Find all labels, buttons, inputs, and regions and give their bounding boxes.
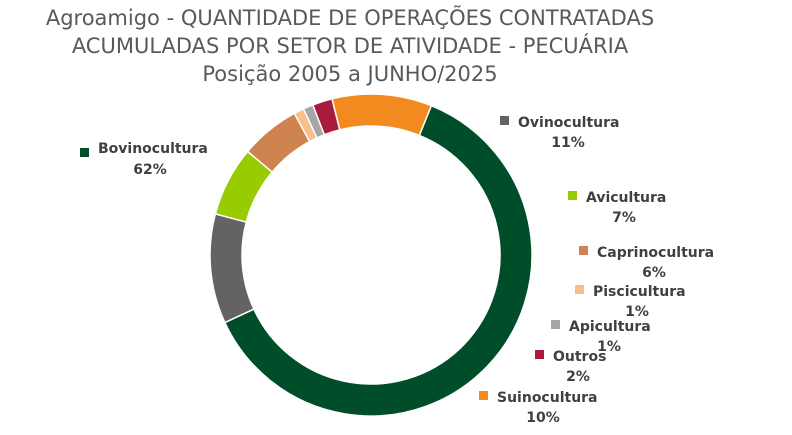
legend-swatch-piscicultura [575,285,584,294]
legend-swatch-outros [535,350,544,359]
slice-label-piscicultura: Piscicultura [593,284,686,300]
slice-value-outros: 2% [566,369,590,385]
slice-label-suinocultura: Suinocultura [497,390,598,406]
slice-ovinocultura [209,212,255,324]
chart-title-line-2: ACUMULADAS POR SETOR DE ATIVIDADE - PECU… [71,34,629,58]
slice-suinocultura [331,93,433,137]
slice-value-suinocultura: 10% [526,410,560,426]
legend-swatch-apicultura [551,320,560,329]
slice-labels: Bovinocultura 62% Ovinocultura 11% Avicultur… [80,115,714,426]
legend-swatch-suinocultura [479,391,488,400]
chart-title: Agroamigo - QUANTIDADE DE OPERAÇÕES CONT… [0,4,700,88]
slice-label-apicultura: Apicultura [569,319,651,335]
slice-label-outros: Outros [553,349,606,365]
slice-label-ovinocultura: Ovinocultura [518,115,620,131]
slice-value-caprinocultura: 6% [642,265,666,281]
slice-value-bovinocultura: 62% [133,162,167,178]
slice-value-apicultura: 1% [597,339,621,355]
legend-swatch-bovinocultura [80,148,89,157]
legend-swatch-caprinocultura [579,246,588,255]
slice-label-avicultura: Avicultura [586,190,666,206]
legend-swatch-avicultura [568,191,577,200]
slice-bovinocultura [223,104,533,417]
slice-value-piscicultura: 1% [625,304,649,320]
legend-swatch-ovinocultura [500,116,509,125]
slice-value-avicultura: 7% [612,210,636,226]
slice-label-caprinocultura: Caprinocultura [597,245,714,261]
slice-value-ovinocultura: 11% [551,135,585,151]
slice-label-bovinocultura: Bovinocultura [98,141,208,157]
chart-title-line-1: Agroamigo - QUANTIDADE DE OPERAÇÕES CONT… [45,6,655,30]
chart-title-line-3: Posição 2005 a JUNHO/2025 [202,62,498,86]
doughnut-slices [209,93,533,417]
